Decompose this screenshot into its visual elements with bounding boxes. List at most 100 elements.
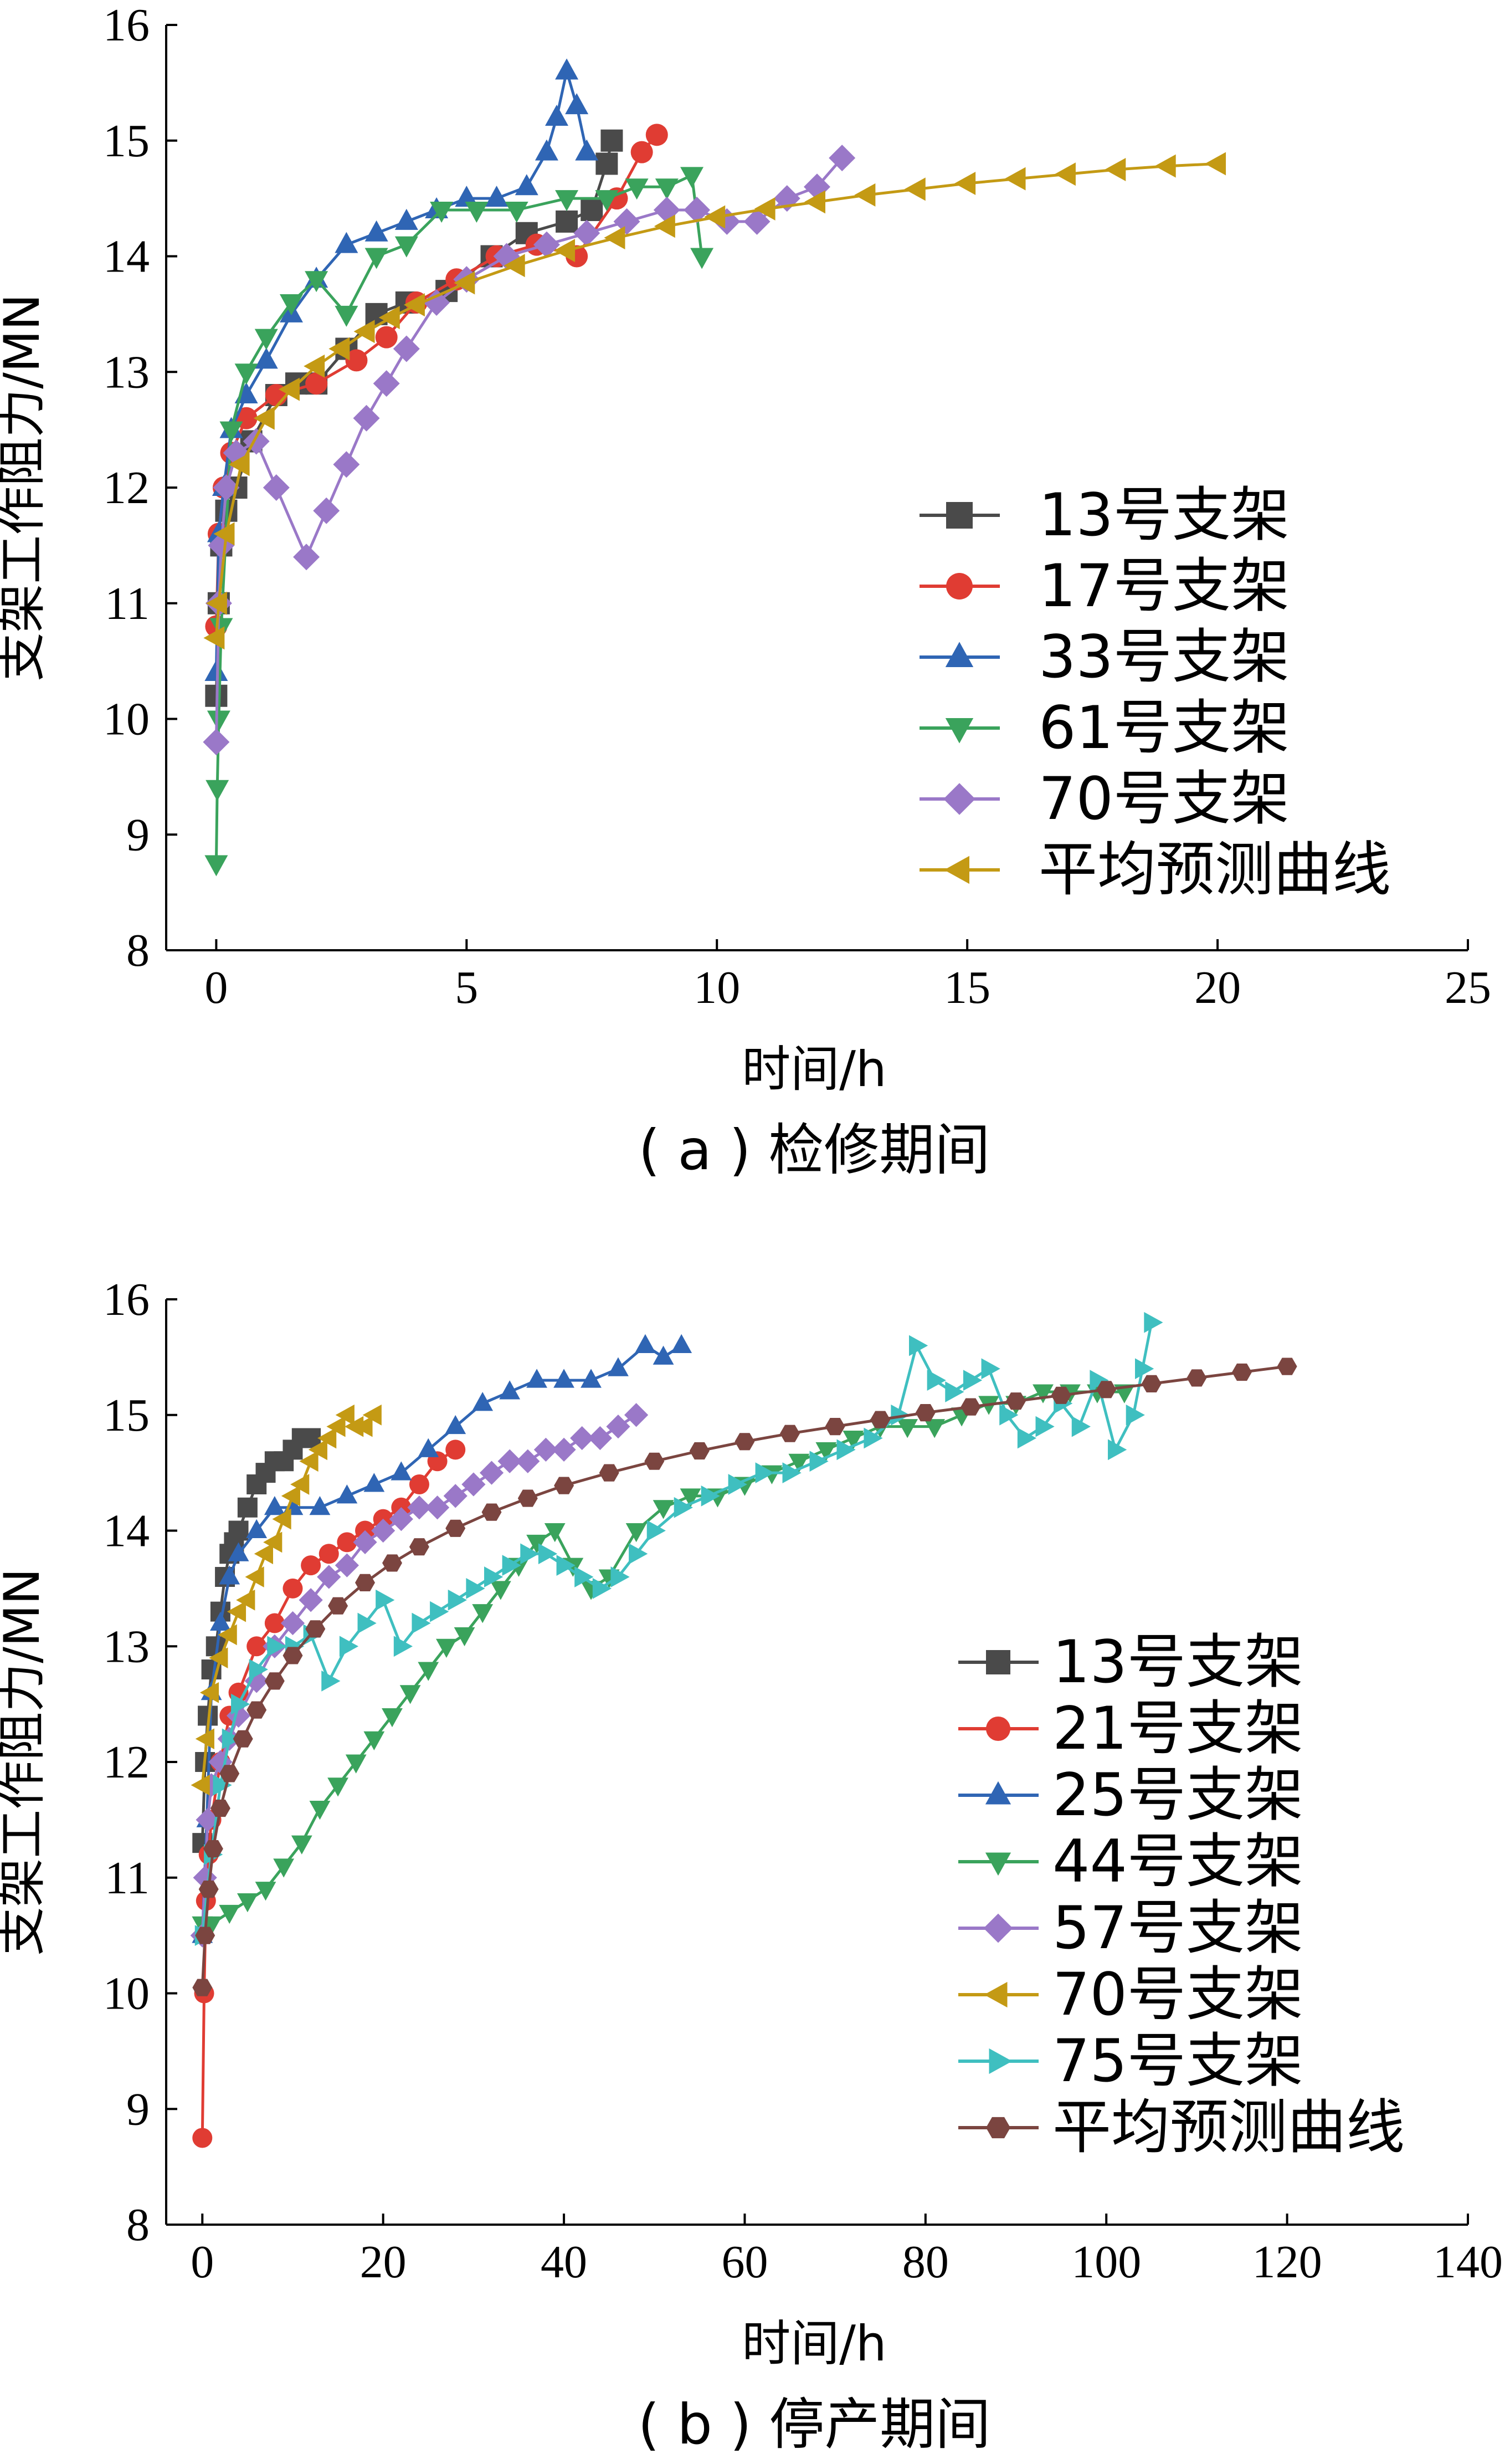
y-tick-label: 11 <box>105 1852 150 1904</box>
data-point <box>228 453 250 477</box>
data-point <box>516 1449 540 1473</box>
data-point <box>376 1589 395 1611</box>
data-point <box>544 1523 566 1543</box>
data-point <box>228 1542 249 1561</box>
data-point <box>629 1543 648 1565</box>
data-point <box>326 1416 346 1437</box>
data-point <box>336 1484 358 1504</box>
data-point <box>254 1543 274 1565</box>
x-tick-label: 0 <box>191 2236 214 2288</box>
data-point <box>825 1418 845 1436</box>
series-line <box>214 70 588 673</box>
series-3 <box>204 58 599 681</box>
data-point <box>219 1765 240 1782</box>
data-point <box>291 1835 312 1855</box>
data-point <box>573 219 600 247</box>
data-point <box>588 1426 612 1451</box>
data-point <box>237 1893 258 1913</box>
data-point <box>645 124 668 146</box>
x-tick-label: 120 <box>1252 2236 1322 2288</box>
data-point <box>574 1566 594 1587</box>
data-point <box>327 1777 348 1797</box>
data-point <box>1006 1392 1026 1410</box>
data-point <box>625 178 649 200</box>
data-point <box>1033 1384 1054 1403</box>
data-point <box>445 1519 466 1537</box>
legend-marker <box>984 1981 1008 2008</box>
data-point <box>653 1345 674 1365</box>
data-point <box>655 178 679 200</box>
data-point <box>309 1801 331 1820</box>
data-point <box>231 1693 250 1715</box>
x-axis-label-b: 时间/h <box>742 2315 886 2372</box>
data-point <box>630 141 653 163</box>
data-point <box>517 1489 538 1507</box>
legend-label: 平均预测曲线 <box>1039 836 1391 904</box>
data-point <box>592 1577 612 1599</box>
data-point <box>961 1398 981 1416</box>
data-point <box>954 171 976 195</box>
data-point <box>399 1685 421 1704</box>
y-tick-label: 11 <box>105 578 150 629</box>
data-point <box>192 2128 213 2148</box>
data-point <box>305 1620 326 1638</box>
data-point <box>499 1380 521 1400</box>
data-point <box>595 190 619 212</box>
data-point <box>203 729 230 756</box>
data-point <box>195 1927 215 1944</box>
data-point <box>227 1601 246 1622</box>
legend-marker <box>986 2117 1010 2139</box>
y-tick-label: 9 <box>126 809 150 860</box>
data-point <box>301 1555 321 1576</box>
data-point <box>423 289 450 316</box>
data-point <box>301 1428 321 1448</box>
x-axis-label-a: 时间/h <box>742 1041 886 1098</box>
legend-label: 44号支架 <box>1052 1827 1303 1896</box>
data-point <box>533 231 560 258</box>
data-point <box>193 1866 217 1890</box>
y-tick-label: 15 <box>103 115 150 167</box>
data-point <box>364 220 388 242</box>
data-point <box>209 1647 228 1669</box>
data-point <box>335 1553 359 1577</box>
data-point <box>788 1453 810 1473</box>
data-point <box>443 1484 468 1508</box>
data-point <box>203 1840 223 1858</box>
data-point <box>1154 154 1176 178</box>
data-point <box>279 294 303 315</box>
data-point <box>782 1462 802 1484</box>
y-tick-label: 16 <box>103 0 150 51</box>
data-point <box>430 202 454 223</box>
data-point <box>337 1532 357 1553</box>
data-point <box>363 1731 385 1750</box>
legend-label: 70号支架 <box>1039 765 1290 833</box>
data-point <box>653 1500 674 1519</box>
data-point <box>743 208 771 235</box>
data-point <box>371 1518 396 1543</box>
data-point <box>1054 162 1076 186</box>
y-tick-label: 12 <box>103 1736 150 1788</box>
y-axis-label-b: 支架工作阻力/MN <box>0 1568 50 1955</box>
data-point <box>254 347 278 369</box>
data-point <box>280 1611 305 1636</box>
data-point <box>520 1543 540 1565</box>
data-point <box>328 1597 348 1615</box>
data-point <box>1141 1375 1162 1392</box>
data-point <box>425 1495 450 1520</box>
data-point <box>363 1473 385 1492</box>
data-point <box>891 1404 910 1426</box>
y-tick-label: 13 <box>103 346 150 398</box>
data-point <box>981 1358 1000 1380</box>
data-point <box>1051 1386 1071 1404</box>
data-point <box>610 1566 630 1587</box>
data-point <box>317 1565 341 1589</box>
legend-marker <box>946 502 973 529</box>
y-tick-label: 10 <box>103 694 150 745</box>
data-point <box>604 226 625 250</box>
data-point <box>454 1627 475 1647</box>
x-tick-label: 20 <box>360 2236 407 2288</box>
data-point <box>461 1472 486 1497</box>
data-point <box>206 591 227 615</box>
data-point <box>613 208 640 235</box>
data-point <box>208 1750 233 1774</box>
